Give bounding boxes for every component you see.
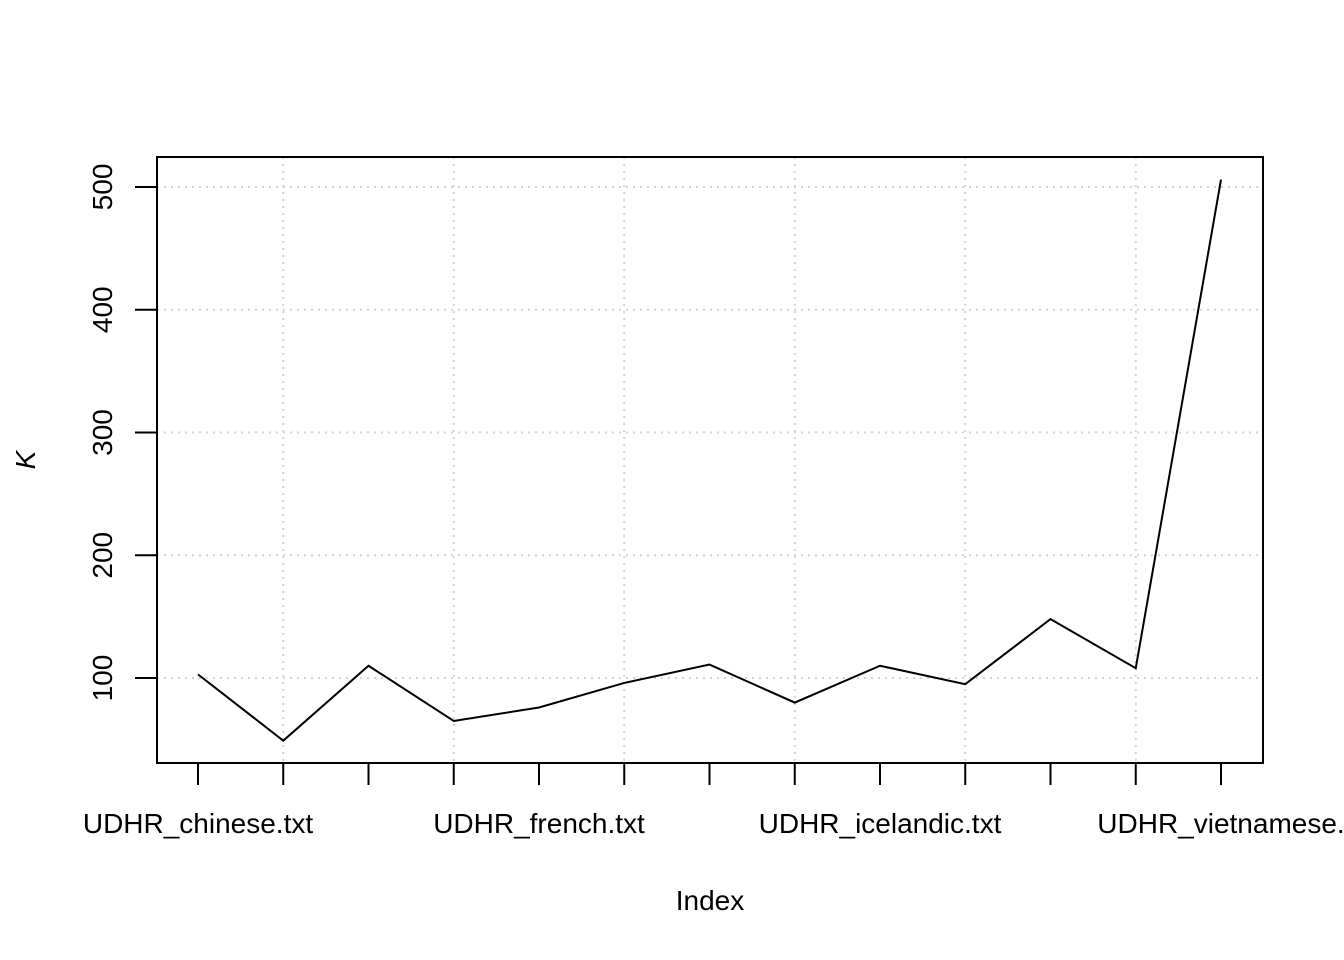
x-tick-label: UDHR_vietnamese. (1097, 808, 1344, 839)
y-tick-label: 300 (87, 409, 118, 456)
line (197, 179, 1222, 742)
y-tick-label: 200 (87, 532, 118, 579)
x-tick-label: UDHR_french.txt (433, 808, 645, 839)
y-tick-label: 500 (87, 164, 118, 211)
y-axis-label: K (10, 449, 41, 469)
y-tick-label: 400 (87, 286, 118, 333)
plot-frame (156, 156, 1264, 764)
x-tick-label: UDHR_chinese.txt (83, 808, 314, 839)
x-tick-label: UDHR_icelandic.txt (759, 808, 1002, 839)
x-axis-label: Index (676, 885, 745, 916)
y-tick-label: 100 (87, 655, 118, 702)
